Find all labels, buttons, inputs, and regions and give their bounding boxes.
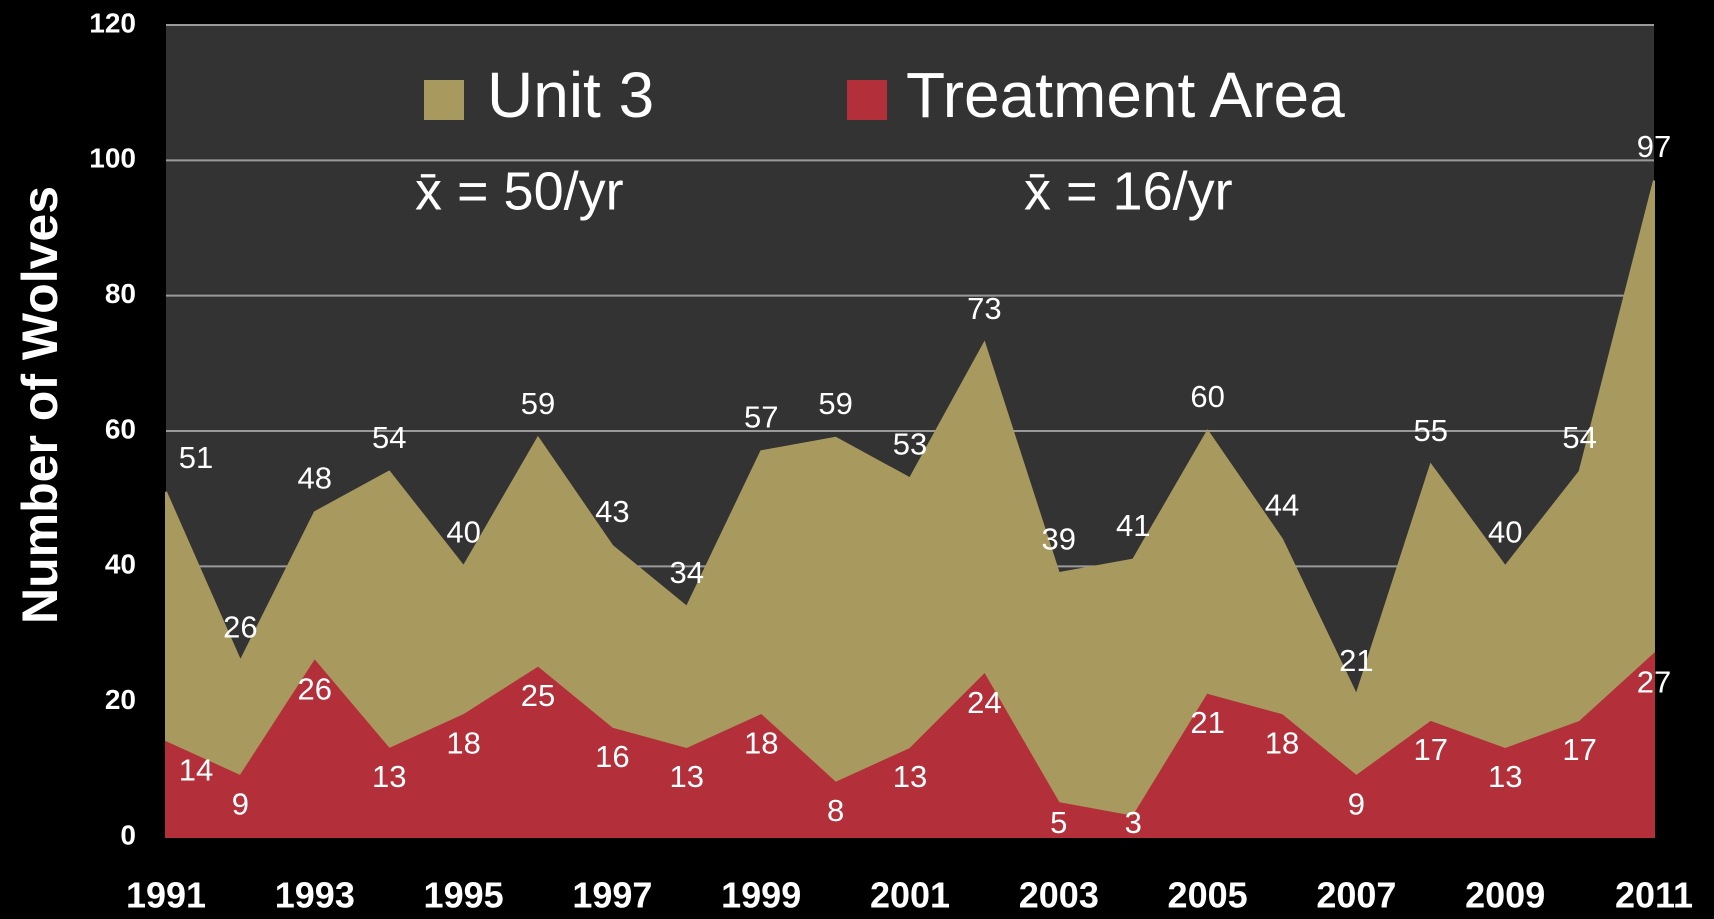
data-label: 27: [1637, 664, 1671, 699]
y-tick-label: 20: [105, 684, 136, 715]
data-label: 54: [1562, 420, 1596, 455]
data-label: 18: [1265, 725, 1299, 760]
data-label: 43: [595, 494, 629, 529]
x-tick-label: 1991: [126, 875, 206, 916]
data-label: 41: [1116, 508, 1150, 543]
data-label: 57: [744, 399, 778, 434]
data-label: 18: [446, 725, 480, 760]
data-label: 13: [670, 759, 704, 794]
data-label: 14: [179, 752, 213, 787]
x-tick-label: 2007: [1316, 875, 1396, 916]
y-tick-label: 100: [89, 143, 136, 174]
data-label: 8: [827, 793, 844, 828]
data-label: 21: [1190, 705, 1224, 740]
data-label: 5: [1050, 805, 1067, 840]
data-label: 25: [521, 678, 555, 713]
data-label: 16: [595, 739, 629, 774]
data-label: 13: [1488, 759, 1522, 794]
annotation: x̄ = 16/yr: [1024, 161, 1233, 221]
data-label: 34: [670, 555, 704, 590]
data-label: 18: [744, 725, 778, 760]
data-label: 97: [1637, 129, 1671, 164]
legend-swatch: [424, 80, 464, 120]
x-tick-label: 2011: [1615, 875, 1693, 916]
data-label: 9: [232, 786, 249, 821]
area: [165, 652, 1655, 838]
legend-label: Treatment Area: [906, 59, 1345, 131]
data-label: 51: [179, 440, 213, 475]
data-label: 13: [893, 759, 927, 794]
x-tick-label: 1997: [572, 875, 652, 916]
legend-swatch: [847, 80, 887, 120]
data-label: 48: [298, 460, 332, 495]
data-label: 59: [818, 386, 852, 421]
data-label: 55: [1414, 413, 1448, 448]
y-axis-title: Number of Wolves: [12, 186, 68, 624]
data-label: 21: [1339, 643, 1373, 678]
data-label: 40: [446, 515, 480, 550]
data-label: 53: [893, 427, 927, 462]
x-tick-label: 2001: [870, 875, 950, 916]
x-tick-label: 1999: [721, 875, 801, 916]
x-tick-label: 2009: [1465, 875, 1545, 916]
y-tick-label: 0: [120, 819, 136, 850]
annotation: x̄ = 50/yr: [415, 161, 624, 221]
data-label: 9: [1348, 786, 1365, 821]
x-tick-label: 2003: [1019, 875, 1099, 916]
y-tick-label: 80: [105, 278, 136, 309]
data-label: 17: [1414, 732, 1448, 767]
x-tick-label: 1995: [424, 875, 504, 916]
data-label: 26: [223, 609, 257, 644]
areas: [165, 180, 1655, 838]
data-label: 44: [1265, 487, 1299, 522]
legend-label: Unit 3: [487, 59, 654, 131]
x-tick-label: 2005: [1168, 875, 1248, 916]
data-label: 40: [1488, 515, 1522, 550]
data-label: 13: [372, 759, 406, 794]
data-label: 24: [967, 685, 1001, 720]
y-tick-label: 60: [105, 413, 136, 444]
data-label: 54: [372, 420, 406, 455]
data-label: 3: [1125, 805, 1142, 840]
data-label: 73: [967, 291, 1001, 326]
data-label: 26: [298, 671, 332, 706]
data-label: 60: [1190, 379, 1224, 414]
data-label: 59: [521, 386, 555, 421]
data-label: 39: [1042, 521, 1076, 556]
data-label: 17: [1562, 732, 1596, 767]
y-tick-label: 40: [105, 549, 136, 580]
y-tick-label: 120: [89, 7, 136, 38]
x-tick-label: 1993: [275, 875, 355, 916]
